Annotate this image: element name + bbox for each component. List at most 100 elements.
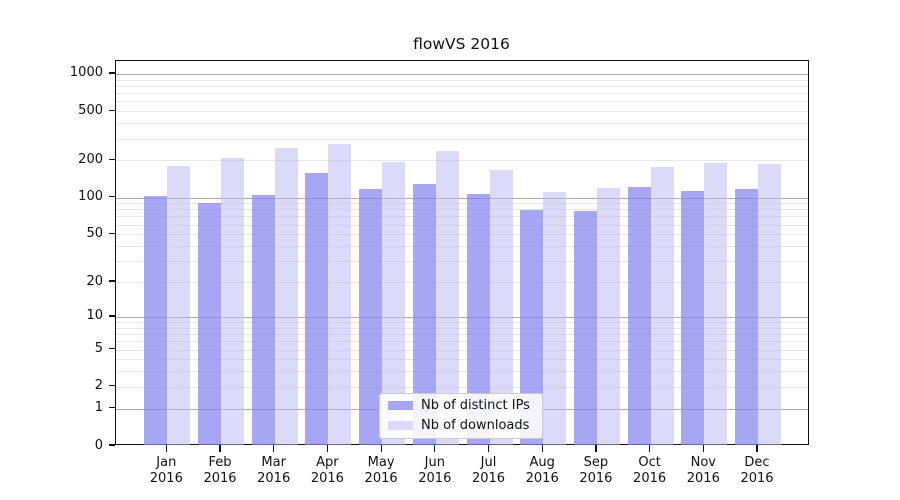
x-tick-month: Jul [480, 455, 497, 470]
minor-gridline [116, 322, 808, 323]
x-tick-label-sep: Sep 2016 [564, 455, 628, 487]
y-tick-label: 20 [86, 273, 103, 289]
bar-distinct-ips-aug [520, 210, 544, 445]
x-tick-year: 2016 [203, 471, 237, 486]
minor-gridline [116, 224, 808, 226]
y-tick-mark [108, 407, 115, 409]
y-tick-mark [108, 280, 115, 282]
y-tick-mark [108, 385, 115, 387]
y-tick-label: 5 [94, 341, 103, 356]
x-tick-month: Apr [316, 455, 339, 470]
x-tick-mark [326, 445, 329, 452]
bar-distinct-ips-mar [251, 195, 275, 445]
x-tick-year: 2016 [633, 471, 667, 486]
minor-gridline [116, 359, 808, 361]
major-gridline [116, 73, 808, 75]
x-tick-mark [541, 445, 543, 452]
x-tick-mark [380, 445, 382, 452]
bar-distinct-ips-oct [627, 186, 651, 445]
x-tick-label-apr: Apr 2016 [295, 455, 359, 487]
bar-downloads-jun [435, 151, 459, 445]
x-tick-mark [487, 445, 490, 452]
x-tick-label-oct: Oct 2016 [618, 455, 682, 487]
bar-downloads-aug [543, 192, 567, 445]
bar-distinct-ips-jan [144, 195, 168, 445]
legend-label-distinct-ips: Nb of distinct IPs [421, 398, 530, 413]
x-tick-month: Feb [208, 455, 232, 470]
x-tick-label-dec: Dec 2016 [725, 455, 789, 487]
minor-gridline [116, 79, 808, 81]
minor-gridline [116, 93, 808, 95]
minor-gridline [116, 160, 808, 162]
x-tick-month: Jun [424, 455, 445, 470]
bar-downloads-oct [650, 166, 674, 445]
x-tick-mark [165, 445, 167, 452]
x-tick-month: Jan [156, 455, 177, 470]
x-tick-year: 2016 [257, 471, 291, 486]
bar-distinct-ips-apr [305, 173, 329, 445]
bar-distinct-ips-feb [198, 202, 221, 445]
minor-gridline [116, 386, 808, 388]
x-tick-month: Mar [261, 455, 286, 470]
minor-gridline [116, 234, 808, 236]
y-tick-label: 100 [78, 189, 103, 204]
minor-gridline [116, 123, 808, 125]
x-tick-mark [273, 445, 275, 452]
plot-area: Nb of distinct IPs Nb of downloads [115, 59, 809, 445]
minor-gridline [116, 327, 808, 329]
y-tick-label: 50 [86, 225, 103, 241]
legend-swatch-distinct-ips [388, 401, 413, 410]
x-tick-month: May [367, 455, 395, 470]
x-tick-year: 2016 [579, 471, 613, 486]
x-tick-mark [219, 445, 221, 452]
x-tick-label-feb: Feb 2016 [188, 455, 252, 487]
bar-downloads-jan [167, 165, 191, 445]
x-tick-year: 2016 [525, 471, 559, 486]
x-tick-month: Oct [638, 455, 661, 470]
bar-distinct-ips-dec [735, 188, 758, 445]
bar-downloads-apr [328, 144, 352, 445]
minor-gridline [116, 246, 808, 247]
x-tick-year: 2016 [418, 471, 452, 486]
bar-distinct-ips-jul [466, 194, 490, 445]
bar-downloads-mar [274, 148, 298, 445]
major-gridline [116, 197, 808, 199]
x-tick-month: Dec [744, 455, 770, 470]
x-tick-year: 2016 [310, 471, 344, 486]
y-tick-label: 200 [78, 151, 103, 167]
minor-gridline [116, 261, 808, 263]
legend-label-downloads: Nb of downloads [421, 418, 530, 433]
minor-gridline [116, 282, 808, 283]
y-tick-label: 1 [94, 400, 103, 416]
y-tick-label: 2 [94, 378, 103, 394]
bar-downloads-may [382, 162, 406, 445]
chart-title: flowVS 2016 [413, 35, 510, 53]
bar-distinct-ips-nov [681, 190, 705, 445]
x-tick-month: Nov [690, 455, 716, 470]
y-tick-label: 0 [94, 437, 103, 453]
x-tick-mark [702, 445, 704, 452]
y-tick-mark [108, 444, 115, 446]
bar-downloads-dec [758, 163, 781, 445]
x-tick-year: 2016 [149, 471, 183, 486]
bar-downloads-nov [704, 162, 728, 445]
x-tick-year: 2016 [686, 471, 720, 486]
minor-gridline [116, 203, 808, 205]
minor-gridline [116, 85, 808, 87]
bar-downloads-sep [596, 187, 620, 445]
y-tick-mark [108, 158, 115, 161]
minor-gridline [116, 371, 808, 373]
y-tick-label: 1000 [69, 65, 103, 81]
legend: Nb of distinct IPs Nb of downloads [379, 392, 543, 439]
x-tick-label-jun: Jun 2016 [403, 455, 467, 487]
x-tick-label-jul: Jul 2016 [457, 455, 521, 487]
x-tick-month: Aug [529, 455, 555, 470]
x-tick-label-may: May 2016 [349, 455, 413, 487]
x-tick-mark [434, 445, 436, 452]
y-tick-mark [108, 109, 115, 111]
x-tick-label-jan: Jan 2016 [134, 455, 198, 487]
minor-gridline [116, 111, 808, 113]
y-tick-mark [108, 315, 115, 317]
minor-gridline [116, 101, 808, 103]
